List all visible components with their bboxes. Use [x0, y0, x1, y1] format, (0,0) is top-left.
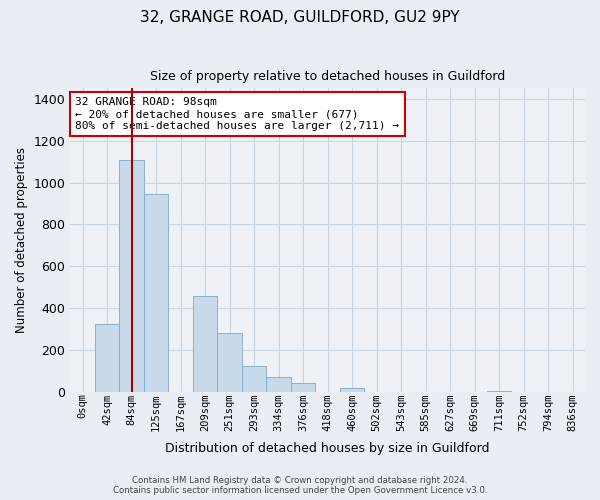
Bar	[119, 160, 144, 392]
Text: 32, GRANGE ROAD, GUILDFORD, GU2 9PY: 32, GRANGE ROAD, GUILDFORD, GU2 9PY	[140, 10, 460, 25]
Bar	[291, 382, 316, 392]
Bar	[266, 378, 291, 392]
Bar	[217, 334, 242, 392]
X-axis label: Distribution of detached houses by size in Guildford: Distribution of detached houses by size …	[166, 442, 490, 455]
Bar	[193, 296, 217, 392]
Bar	[95, 324, 119, 392]
Text: 32 GRANGE ROAD: 98sqm
← 20% of detached houses are smaller (677)
80% of semi-det: 32 GRANGE ROAD: 98sqm ← 20% of detached …	[76, 98, 400, 130]
Bar	[144, 194, 169, 392]
Y-axis label: Number of detached properties: Number of detached properties	[15, 147, 28, 333]
Title: Size of property relative to detached houses in Guildford: Size of property relative to detached ho…	[150, 70, 505, 83]
Bar	[340, 388, 364, 392]
Bar	[242, 366, 266, 392]
Text: Contains HM Land Registry data © Crown copyright and database right 2024.
Contai: Contains HM Land Registry data © Crown c…	[113, 476, 487, 495]
Bar	[487, 391, 511, 392]
